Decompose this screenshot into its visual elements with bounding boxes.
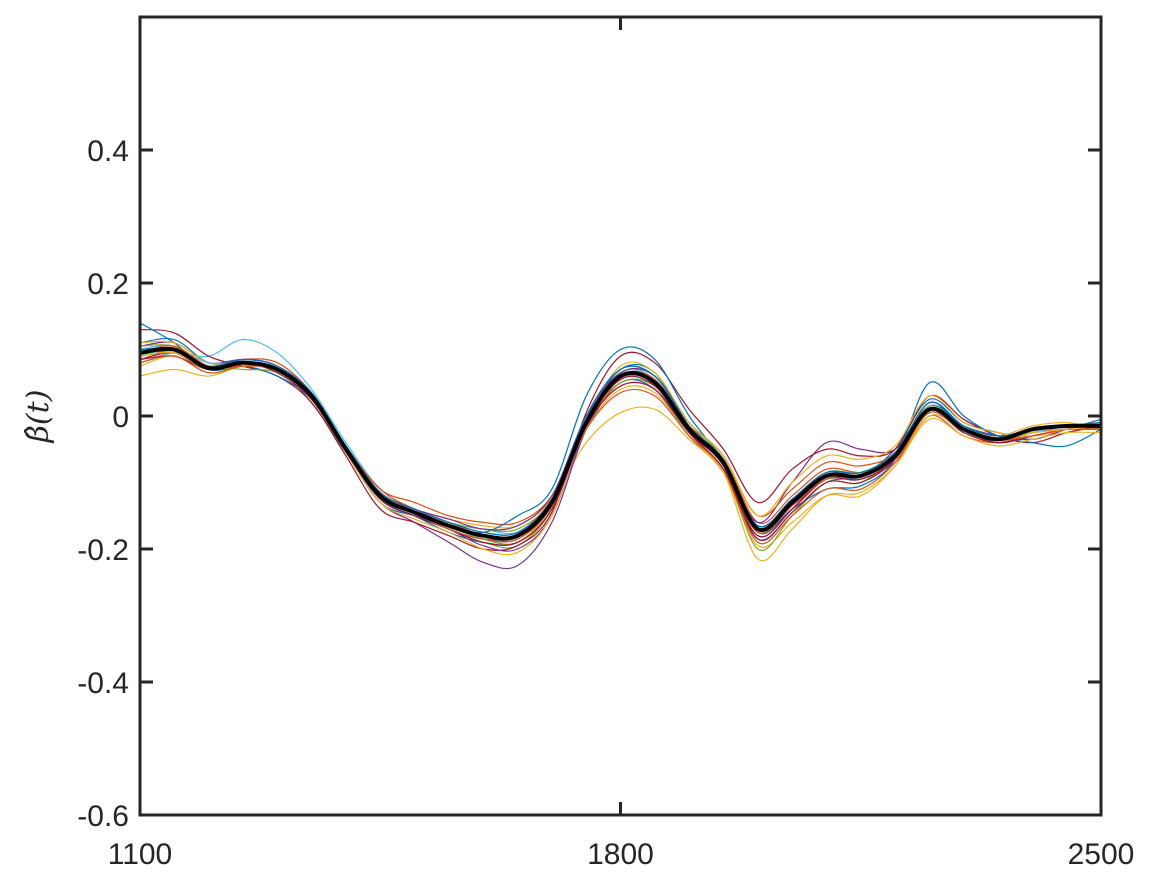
y-tick-label: -0.6 [77, 800, 129, 833]
y-tick-label: -0.2 [77, 534, 129, 567]
y-axis-label: β̂(t) [21, 390, 56, 444]
tick-layer: -0.6 -0.4 -0.2 0 0.2 0.4 1100 1800 2500 [77, 17, 1134, 871]
y-tick-label: -0.4 [77, 667, 129, 700]
plot-background [140, 17, 1101, 815]
y-tick-label: 0 [112, 401, 129, 434]
x-tick-label: 2500 [1068, 838, 1135, 871]
x-tick-label: 1800 [587, 838, 654, 871]
mean-series-line [139, 346, 1102, 541]
y-tick-label: 0.4 [87, 135, 129, 168]
series-line-22 [139, 347, 1102, 536]
y-tick-label: 0.2 [87, 268, 129, 301]
mean-layer [139, 346, 1102, 541]
x-tick-label: 1100 [108, 838, 173, 871]
